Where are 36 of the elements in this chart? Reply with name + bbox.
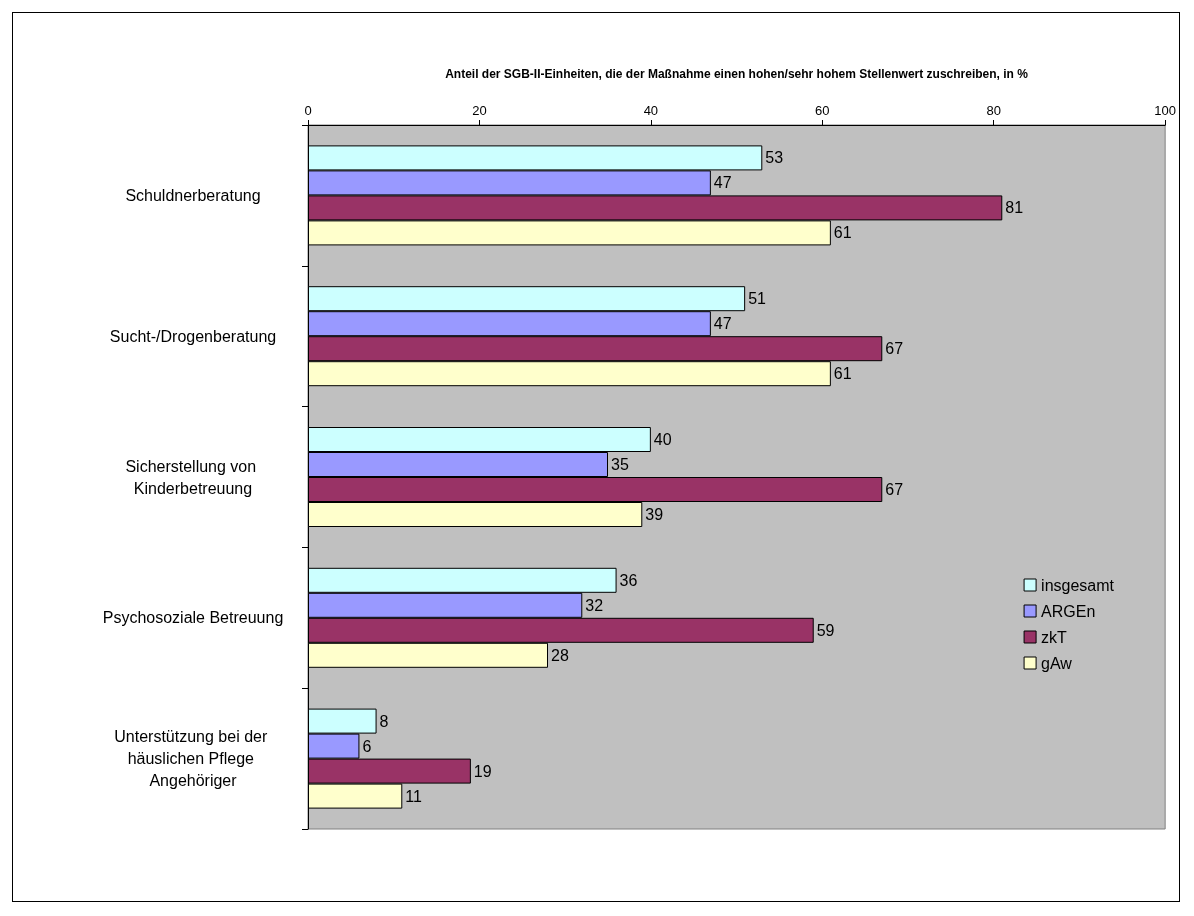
x-tick-label: 80 [986,103,1001,118]
data-label: 53 [765,149,784,167]
x-tick-label: 100 [1154,103,1177,118]
legend-label: zkT [1041,628,1068,646]
data-label: 47 [713,315,732,333]
data-label: 19 [473,762,492,780]
x-tick-label: 20 [472,103,487,118]
data-label: 39 [645,506,664,523]
y-tick-label: Unterstützung bei der häuslichen Pflege Angehöriger [114,728,272,790]
x-tick-label: 40 [643,103,659,118]
data-label: 35 [611,456,629,473]
data-label: 32 [585,596,604,614]
data-label: 61 [833,365,852,383]
data-label: 67 [885,481,904,498]
data-label: 36 [619,571,638,589]
y-tick-label: Schuldnerberatung [125,186,261,204]
x-tick-label: 0 [304,103,312,118]
data-label: 61 [833,224,852,242]
data-label: 28 [551,646,569,664]
data-label: 8 [379,712,389,730]
x-axis-title: Anteil der SGB-II-Einheiten, die der Maßnahme einen hohen/sehr hohem Stellenwert zuschreiben, in % [445,67,1029,81]
legend-label: ARGEn [1041,602,1096,620]
y-tick-label: Psychosoziale Betreuung [102,609,284,627]
x-tick-label: 60 [815,103,830,118]
data-label: 51 [748,290,767,308]
data-label: 40 [653,431,672,448]
data-label: 11 [405,787,422,805]
data-label: 47 [713,174,732,192]
legend-label: gAw [1041,654,1073,672]
y-tick-label: Sucht-/Drogenberatung [109,327,277,345]
data-label: 59 [816,621,835,639]
data-label: 6 [362,737,372,755]
data-label: 81 [1005,199,1024,217]
data-label: 67 [885,340,904,358]
legend-label: insgesamt [1041,576,1115,594]
y-tick-label: Sicherstellung von Kinderbetreuung [125,457,261,497]
